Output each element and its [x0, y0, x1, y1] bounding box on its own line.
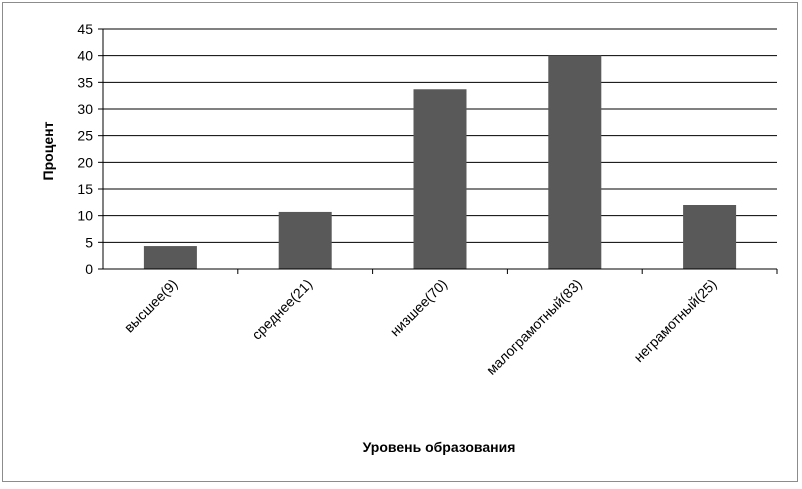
bar	[413, 89, 467, 270]
y-tick-label: 15	[77, 181, 93, 197]
x-tick-label: низшее(70)	[387, 276, 450, 339]
y-tick-label: 10	[77, 208, 93, 224]
axes	[102, 29, 777, 270]
y-tick-label: 30	[77, 101, 93, 117]
x-tick-label: малограмотный(83)	[483, 276, 585, 378]
chart-frame: 0 5 10 15 20 25 30 35 40 45 высшее(9) среднее(21) н…	[2, 2, 798, 482]
x-tick-label: среднее(21)	[248, 276, 315, 343]
bar	[143, 246, 197, 269]
y-tick-label: 45	[77, 21, 93, 37]
x-tick-label: неграмотный(25)	[630, 276, 719, 365]
y-tick-label: 5	[85, 234, 93, 250]
bar	[278, 211, 332, 269]
y-tick-labels: 0 5 10 15 20 25 30 35 40 45	[77, 21, 103, 277]
bar	[683, 205, 737, 269]
x-tick-label: высшее(9)	[121, 276, 181, 336]
y-tick-label: 40	[77, 48, 93, 64]
x-tick-labels: высшее(9) среднее(21) низшее(70) малограмот…	[121, 269, 778, 378]
bar	[548, 55, 602, 269]
y-tick-label: 25	[77, 128, 93, 144]
y-tick-label: 20	[77, 154, 93, 170]
x-axis-title: Уровень образования	[363, 439, 516, 455]
bar-chart: 0 5 10 15 20 25 30 35 40 45 высшее(9) среднее(21) н…	[40, 21, 778, 455]
y-tick-label: 35	[77, 74, 93, 90]
bars	[143, 55, 737, 270]
y-tick-label: 0	[85, 261, 93, 277]
y-axis-title: Процент	[40, 121, 56, 180]
